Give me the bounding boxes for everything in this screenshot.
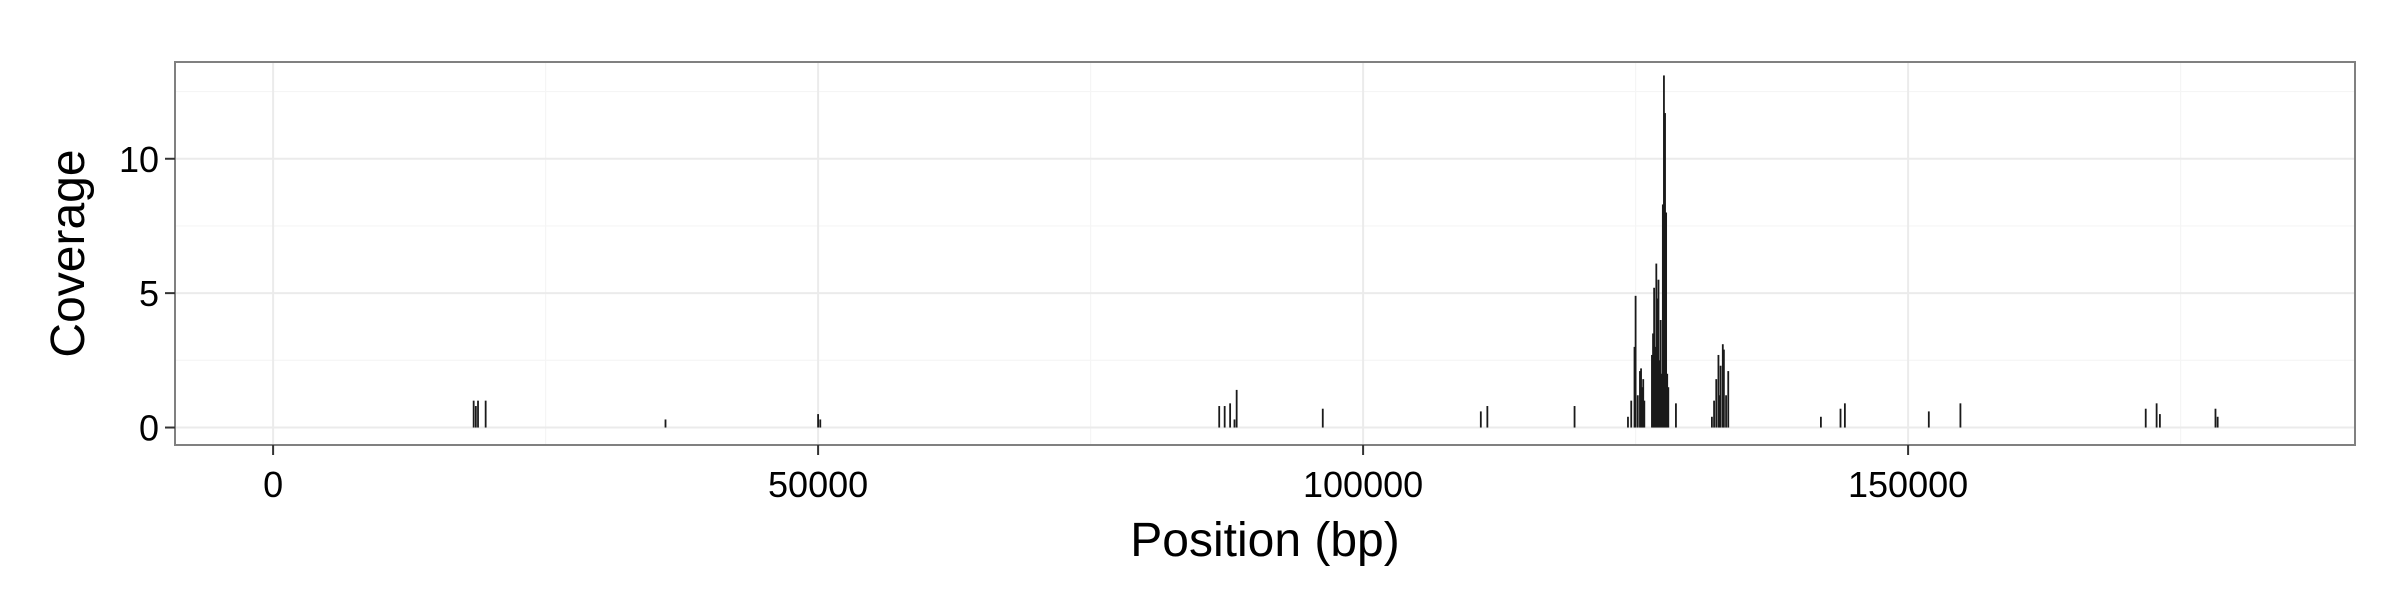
- coverage-bar: [2144, 408, 2147, 428]
- coverage-bar: [1655, 263, 1658, 428]
- coverage-bar: [1233, 419, 1236, 428]
- coverage-bar: [1651, 354, 1653, 428]
- coverage-bar: [1667, 387, 1670, 428]
- panel-border: [174, 61, 2356, 446]
- coverage-bar: [1658, 360, 1661, 428]
- coverage-bar: [1727, 371, 1730, 428]
- coverage-bar: [474, 406, 477, 428]
- coverage-bar: [1633, 346, 1636, 428]
- coverage-bar: [819, 419, 822, 428]
- coverage-bars: [472, 75, 2219, 428]
- y-axis: 0 5 10: [119, 139, 175, 449]
- coverage-bar: [1719, 365, 1722, 428]
- x-tick-label: 50000: [768, 464, 868, 505]
- coverage-bar: [1718, 395, 1721, 428]
- coverage-bar: [1218, 406, 1221, 428]
- coverage-bar: [664, 419, 667, 428]
- coverage-bar: [1627, 416, 1629, 428]
- coverage-bar: [1486, 406, 1489, 428]
- coverage-bar: [1652, 333, 1654, 428]
- coverage-bar: [1660, 373, 1663, 428]
- x-axis-title: Position (bp): [1130, 514, 1399, 567]
- x-tick-label: 0: [263, 464, 283, 505]
- coverage-bar: [1661, 204, 1664, 428]
- coverage-bar: [2158, 414, 2161, 428]
- coverage-bar: [1229, 403, 1232, 428]
- coverage-bar: [1321, 408, 1324, 428]
- coverage-bar: [1666, 373, 1669, 428]
- coverage-bar: [1656, 298, 1659, 428]
- coverage-bar: [1820, 416, 1822, 428]
- grid-lines: [175, 62, 2355, 445]
- coverage-bar: [1630, 400, 1633, 428]
- coverage-bar: [1721, 344, 1724, 428]
- coverage-bar: [1664, 113, 1666, 428]
- coverage-bar: [1636, 395, 1639, 428]
- coverage-bar: [1839, 408, 1842, 428]
- coverage-bar: [1640, 368, 1642, 428]
- y-tick-label: 0: [139, 408, 159, 449]
- y-axis-title: Coverage: [42, 149, 95, 357]
- coverage-bar: [484, 400, 487, 428]
- coverage-bar: [1642, 379, 1645, 428]
- coverage-bar: [817, 414, 819, 428]
- x-axis: 0 50000 100000 150000: [263, 445, 1968, 505]
- coverage-bar: [1223, 406, 1226, 428]
- coverage-bar: [1843, 403, 1846, 428]
- coverage-bar: [472, 400, 475, 428]
- y-tick-label: 10: [119, 139, 159, 180]
- y-tick-label: 5: [139, 273, 159, 314]
- coverage-bar: [1641, 387, 1644, 428]
- coverage-bar: [1573, 406, 1576, 428]
- coverage-bar: [1725, 395, 1727, 428]
- coverage-bar: [2155, 403, 2158, 428]
- coverage-bar: [1713, 400, 1715, 428]
- coverage-bar: [1654, 346, 1657, 428]
- coverage-bar: [1715, 379, 1718, 428]
- coverage-bar: [1657, 279, 1660, 428]
- coverage-bar: [1717, 354, 1720, 428]
- coverage-bar: [1959, 403, 1962, 428]
- coverage-bar: [1659, 320, 1662, 428]
- coverage-bar: [1643, 400, 1646, 428]
- coverage-bar: [477, 400, 479, 428]
- coverage-bar: [1634, 295, 1637, 428]
- x-tick-label: 100000: [1303, 464, 1423, 505]
- coverage-bar: [1235, 389, 1238, 428]
- coverage-bar: [1722, 349, 1725, 428]
- coverage-bar: [1639, 371, 1641, 428]
- coverage-bar: [1665, 212, 1668, 428]
- coverage-bar: [1663, 75, 1665, 428]
- coverage-bar: [1711, 416, 1713, 428]
- coverage-bar: [1675, 403, 1677, 428]
- x-tick-label: 150000: [1848, 464, 1968, 505]
- coverage-bar: [1653, 287, 1656, 428]
- coverage-bar: [1479, 411, 1482, 428]
- coverage-bar: [2214, 408, 2217, 428]
- coverage-bar: [2216, 416, 2219, 428]
- coverage-bar: [1927, 411, 1930, 428]
